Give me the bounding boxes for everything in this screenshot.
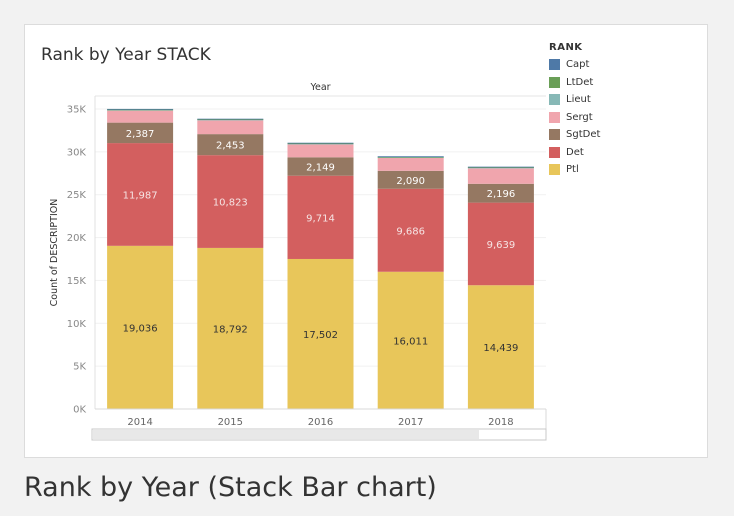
bar-segment-det (467, 202, 534, 286)
data-label: 2,196 (487, 189, 516, 200)
legend-label: Lieut (566, 94, 591, 106)
x-tick-label: 2017 (398, 417, 423, 428)
chart-title: Rank by Year STACK (41, 45, 211, 65)
bar-segment-sgtdet (377, 170, 444, 189)
y-axis-title: Count of DESCRIPTION (49, 199, 60, 307)
bar-segment-ltdet (107, 109, 174, 111)
legend: RANK Capt LtDet Lieut Sergt SgtDet Det Ptl (549, 42, 600, 179)
bar-segment-capt (467, 166, 534, 168)
legend-swatch (549, 129, 560, 141)
bar-segment-sergt (197, 120, 264, 135)
bar-segment-capt (197, 118, 264, 120)
data-label: 17,502 (303, 330, 338, 341)
figure-caption: Rank by Year (Stack Bar chart) (24, 472, 437, 503)
bar-segment-ltdet (377, 156, 444, 158)
bar-segment-ptl (107, 245, 174, 409)
stacked-bar-chart: Year 0K 5K 10K 15K 20K 25K 30K 35K Count of DESCR… (49, 82, 547, 441)
data-label: 9,686 (396, 226, 425, 237)
legend-label: Det (566, 146, 584, 158)
bar-segment-det (107, 143, 174, 246)
bar-segment-sergt (287, 144, 354, 158)
bar-segment-ltdet (287, 143, 354, 145)
legend-swatch (549, 164, 560, 176)
data-label: 14,439 (483, 343, 518, 354)
legend-label: Capt (566, 59, 590, 71)
x-tick-label: 2015 (218, 417, 243, 428)
y-tick-label: 0K (73, 405, 86, 416)
bar-segment-ptl (467, 285, 534, 409)
y-tick-label: 15K (67, 276, 87, 287)
y-tick-label: 20K (67, 233, 87, 244)
x-tick-label: 2018 (488, 417, 513, 428)
legend-swatch (549, 94, 560, 106)
x-tick-label: 2014 (127, 417, 152, 428)
x-axis-title: Year (309, 82, 330, 93)
legend-item-sgtdet[interactable]: SgtDet (549, 126, 600, 144)
legend-swatch (549, 59, 560, 71)
legend-item-capt[interactable]: Capt (549, 56, 600, 74)
bar-segment-sgtdet (107, 122, 174, 144)
bar-segment-ltdet (197, 119, 264, 121)
data-label: 9,714 (306, 213, 335, 224)
legend-item-lieut[interactable]: Lieut (549, 91, 600, 109)
data-label: 10,823 (213, 198, 248, 209)
legend-label: LtDet (566, 76, 594, 88)
bar-segment-det (377, 188, 444, 272)
legend-title: RANK (549, 42, 583, 53)
bar-segment-det (287, 175, 354, 259)
y-tick-label: 5K (73, 362, 86, 373)
legend-swatch (549, 111, 560, 123)
x-tick-label: 2016 (308, 417, 333, 428)
bar-segment-capt (107, 108, 174, 110)
bar-segment-det (197, 155, 264, 248)
data-label: 19,036 (123, 323, 158, 334)
bar-segment-ptl (377, 271, 444, 409)
bar-segment-sergt (467, 168, 534, 184)
legend-label: Sergt (566, 111, 593, 123)
y-tick-label: 35K (67, 105, 87, 116)
data-label: 2,149 (306, 163, 335, 174)
bar-segment-sergt (107, 110, 174, 123)
bar-segment-capt (377, 156, 444, 158)
y-tick-label: 10K (67, 319, 87, 330)
bar-segment-sergt (377, 157, 444, 171)
data-label: 2,453 (216, 141, 245, 152)
legend-item-ptl[interactable]: Ptl (549, 161, 600, 179)
bar-segment-sgtdet (467, 183, 534, 203)
bar-segment-capt (287, 142, 354, 144)
data-label: 11,987 (123, 190, 158, 201)
data-label: 9,639 (487, 240, 516, 251)
bar-segment-ptl (287, 258, 354, 409)
legend-item-sergt[interactable]: Sergt (549, 109, 600, 127)
scrollbar-thumb[interactable] (93, 430, 479, 439)
data-label: 2,090 (396, 176, 425, 187)
y-tick-label: 30K (67, 147, 87, 158)
bar-segment-ptl (197, 247, 264, 409)
y-tick-label: 25K (67, 190, 87, 201)
bar-segment-sgtdet (197, 134, 264, 156)
bar-segment-sgtdet (287, 157, 354, 176)
data-label: 16,011 (393, 336, 428, 347)
legend-label: SgtDet (566, 129, 601, 141)
bar-segment-ltdet (467, 167, 534, 168)
legend-swatch (549, 76, 560, 88)
legend-item-det[interactable]: Det (549, 144, 600, 162)
legend-item-ltdet[interactable]: LtDet (549, 74, 600, 92)
legend-swatch (549, 146, 560, 158)
data-label: 2,387 (126, 129, 155, 140)
data-label: 18,792 (213, 324, 248, 335)
legend-label: Ptl (566, 164, 579, 176)
